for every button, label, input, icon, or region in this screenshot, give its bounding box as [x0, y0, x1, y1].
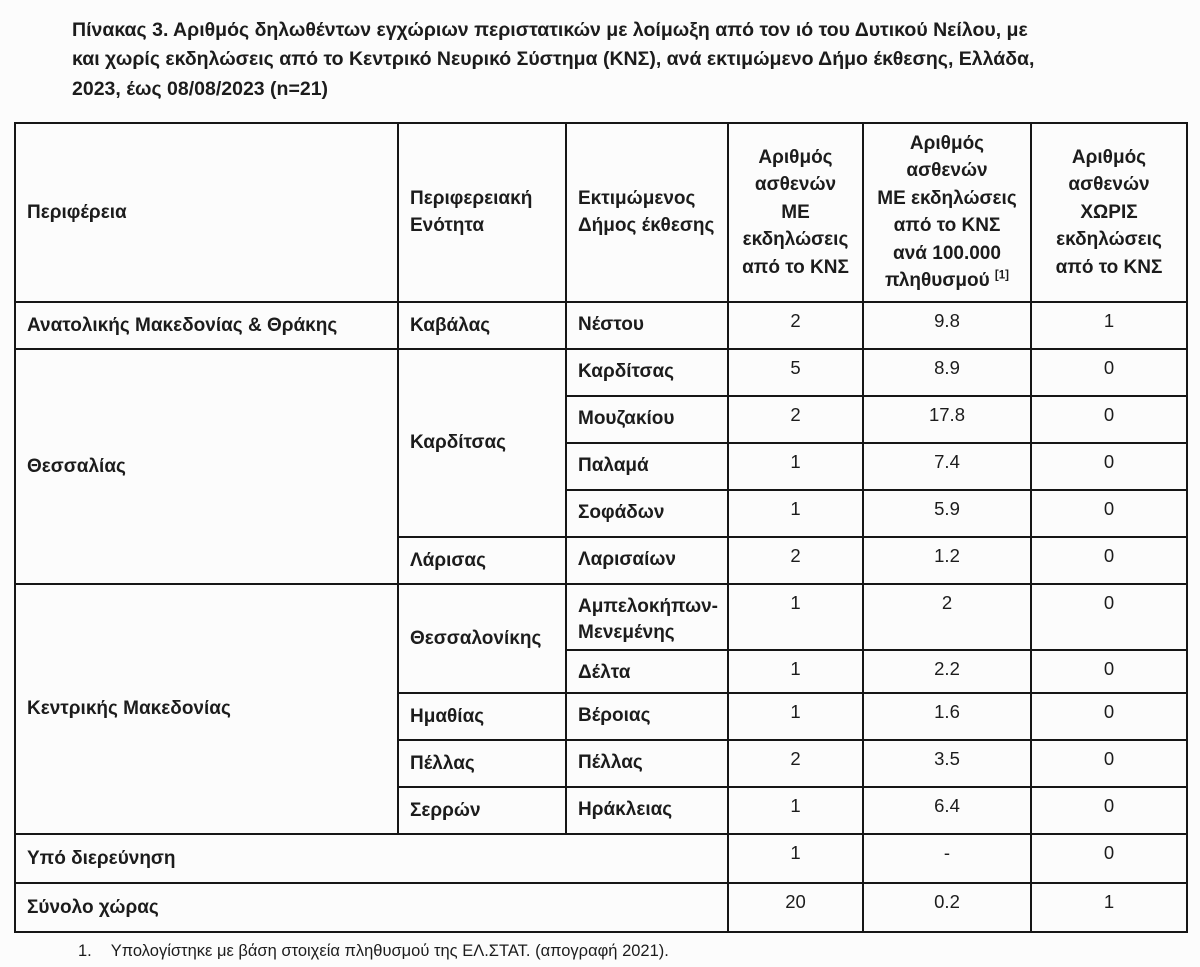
table-row: Ημαθίας Βέροιας 1 1.6 0: [15, 692, 1188, 742]
cell-per-100k: 6.4: [862, 786, 1032, 836]
cell-per-100k: 2: [862, 583, 1032, 652]
header-with-cns: Αριθμός ασθενών ΜΕ εκδηλώσεις από το ΚΝΣ: [727, 121, 864, 304]
cell-regional-unit: Ημαθίας: [397, 692, 567, 742]
cell-per-100k: 0.2: [862, 882, 1032, 934]
table-row: Σοφάδων 1 5.9 0: [15, 489, 1188, 539]
table-row: Δέλτα 1 2.2 0: [15, 649, 1188, 695]
cell-per-100k: 2.2: [862, 649, 1032, 695]
cell-with-cns: 1: [727, 489, 864, 539]
cell-with-cns: 2: [727, 395, 864, 445]
cell-municipality: Δέλτα: [565, 649, 729, 695]
row-under-investigation: Υπό διερεύνηση 1 - 0: [14, 833, 1188, 885]
cell-with-cns: 5: [727, 348, 864, 398]
cell-without-cns: 0: [1030, 395, 1188, 445]
cell-municipality: Αμπελοκήπων-Μενεμένης: [565, 583, 729, 652]
cell-with-cns: 1: [727, 583, 864, 652]
cases-table: Περιφέρεια Περιφερειακή Ενότητα Εκτιμώμε…: [14, 121, 1188, 934]
table-row: Θεσσαλίας Καρδίτσας Καρδίτσας 5 8.9 0: [14, 348, 1188, 586]
cell-per-100k: 3.5: [862, 739, 1032, 789]
cell-per-100k: 5.9: [862, 489, 1032, 539]
table-title: Πίνακας 3. Αριθμός δηλωθέντων εγχώριων π…: [72, 19, 1035, 100]
footnote-text: Υπολογίστηκε με βάση στοιχεία πληθυσμού …: [110, 942, 669, 961]
cell-regional-unit: Καβάλας: [397, 301, 567, 351]
cell-without-cns: 0: [1030, 536, 1188, 586]
cell-regional-unit: Πέλλας: [397, 739, 567, 789]
cell-without-cns: 0: [1030, 649, 1188, 695]
cell-without-cns: 0: [1030, 348, 1188, 398]
cell-region: Κεντρικής Μακεδονίας: [14, 583, 399, 836]
cell-with-cns: 1: [727, 833, 864, 885]
cell-without-cns: 1: [1030, 882, 1188, 934]
footnote-number: 1.: [78, 942, 92, 961]
table-row: Σερρών Ηράκλειας 1 6.4 0: [15, 786, 1188, 836]
cell-per-100k: 17.8: [862, 395, 1032, 445]
cell-without-cns: 0: [1030, 489, 1188, 539]
cell-municipality: Ηράκλειας: [565, 786, 729, 836]
table-row: Μουζακίου 2 17.8 0: [15, 395, 1188, 445]
cell-per-100k: 1.6: [862, 692, 1032, 742]
cell-region: Ανατολικής Μακεδονίας & Θράκης: [14, 301, 399, 351]
cell-with-cns: 20: [727, 882, 864, 934]
cell-per-100k: 1.2: [862, 536, 1032, 586]
cell-with-cns: 1: [727, 692, 864, 742]
cell-without-cns: 0: [1030, 692, 1188, 742]
cell-without-cns: 0: [1030, 583, 1188, 652]
cell-regional-unit: Λάρισας: [397, 536, 567, 586]
cell-municipality: Μουζακίου: [565, 395, 729, 445]
cell-with-cns: 2: [727, 536, 864, 586]
cell-per-100k: 9.8: [862, 301, 1032, 351]
header-municipality: Εκτιμώμενος Δήμος έκθεσης: [565, 121, 729, 304]
cell-per-100k: 8.9: [862, 348, 1032, 398]
cell-per-100k: 7.4: [862, 442, 1032, 492]
cell-total-label: Υπό διερεύνηση: [14, 833, 729, 885]
header-per-100k: Αριθμός ασθενών ΜΕ εκδηλώσεις από το ΚΝΣ…: [862, 121, 1032, 304]
cell-without-cns: 0: [1030, 786, 1188, 836]
cell-with-cns: 2: [727, 301, 864, 351]
cell-municipality: Σοφάδων: [565, 489, 729, 539]
cell-with-cns: 1: [727, 649, 864, 695]
footnote: 1. Υπολογίστηκε με βάση στοιχεία πληθυσμ…: [78, 942, 1200, 961]
table-row: Παλαμά 1 7.4 0: [15, 442, 1188, 492]
cell-without-cns: 0: [1030, 442, 1188, 492]
header-per-100k-text: Αριθμός ασθενών ΜΕ εκδηλώσεις από το ΚΝΣ…: [877, 132, 1017, 292]
cell-per-100k: -: [862, 833, 1032, 885]
cell-with-cns: 1: [727, 442, 864, 492]
footnote-marker: [1]: [994, 270, 1009, 283]
cell-without-cns: 0: [1030, 739, 1188, 789]
cell-municipality: Νέστου: [565, 301, 729, 351]
cell-municipality: Καρδίτσας: [565, 348, 729, 398]
table-row: Λάρισας Λαρισαίων 2 1.2 0: [15, 536, 1188, 586]
table-row: Πέλλας Πέλλας 2 3.5 0: [15, 739, 1188, 789]
cell-regional-unit: Θεσσαλονίκης: [397, 583, 567, 695]
row-country-total: Σύνολο χώρας 20 0.2 1: [14, 882, 1188, 934]
cell-municipality: Βέροιας: [565, 692, 729, 742]
cell-with-cns: 2: [727, 739, 864, 789]
header-region: Περιφέρεια: [14, 121, 399, 304]
cell-regional-unit: Σερρών: [397, 786, 567, 836]
cell-municipality: Παλαμά: [565, 442, 729, 492]
cell-with-cns: 1: [727, 786, 864, 836]
cell-municipality: Πέλλας: [565, 739, 729, 789]
cell-without-cns: 1: [1030, 301, 1188, 351]
header-regional-unit: Περιφερειακή Ενότητα: [397, 121, 567, 304]
cell-municipality: Λαρισαίων: [565, 536, 729, 586]
cell-region: Θεσσαλίας: [14, 348, 399, 586]
table-row: Ανατολικής Μακεδονίας & Θράκης Καβάλας Ν…: [14, 301, 1188, 351]
table-header-row: Περιφέρεια Περιφερειακή Ενότητα Εκτιμώμε…: [14, 121, 1188, 304]
cell-without-cns: 0: [1030, 833, 1188, 885]
header-without-cns: Αριθμός ασθενών ΧΩΡΙΣ εκδηλώσεις από το …: [1030, 121, 1188, 304]
table-row: Κεντρικής Μακεδονίας Θεσσαλονίκης Αμπελο…: [14, 583, 1188, 836]
cell-regional-unit: Καρδίτσας: [397, 348, 567, 539]
cell-total-label: Σύνολο χώρας: [14, 882, 729, 934]
